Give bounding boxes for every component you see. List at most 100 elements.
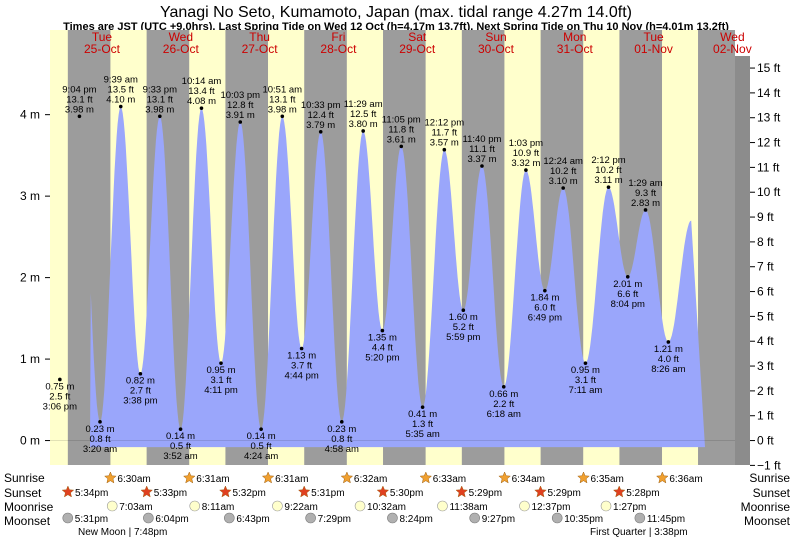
tide-label-mlabel: 3.91 m (226, 110, 255, 121)
tide-point (561, 186, 565, 190)
tide-label-ft: 0.8 ft (89, 434, 110, 445)
tide-point (625, 274, 630, 279)
tide-label-mlabel: 4.10 m (106, 95, 135, 106)
tide-point (98, 420, 102, 424)
sunrise-icon (655, 471, 669, 484)
tide-label-ft: 10.2 ft (550, 166, 577, 177)
tide-label-ft: 13.1 ft (147, 94, 174, 105)
moonrise-time: 8:11am (202, 502, 235, 513)
day-label-dow: Sun (485, 30, 506, 44)
y-tick-label-ft: 2 ft (757, 384, 774, 398)
tide-label-mlabel: 1.21 m (654, 344, 683, 355)
tide-point (339, 420, 344, 424)
moonrise-icon (519, 500, 530, 512)
tide-label-ft: 10.2 ft (595, 165, 622, 176)
sunrise-time: 6:30am (117, 474, 150, 485)
moonset-time: 7:29pm (318, 514, 351, 525)
tide-label-ft: 5.2 ft (453, 322, 474, 333)
tide-label-mlabel: 0.23 m (327, 424, 356, 435)
tide-point (583, 361, 588, 365)
day-label-date: 30-Oct (478, 42, 515, 56)
tide-label-time: 9:04 pm (62, 84, 96, 95)
day-label-date: 26-Oct (163, 42, 200, 56)
day-labels: Tue25-OctWed26-OctThu27-OctFri28-OctSat2… (84, 30, 752, 56)
row-label-sunset: Sunset (4, 486, 42, 500)
sunrise-time: 6:31am (196, 474, 229, 485)
tide-label-ft: 2.2 ft (493, 399, 514, 410)
day-label-dow: Thu (249, 30, 270, 44)
tide-label-time: 11:05 pm (382, 114, 421, 125)
tide-label-ft: 4.4 ft (372, 343, 393, 354)
tide-label-time: 3:52 am (163, 451, 197, 462)
tide-label-mlabel: 3.11 m (594, 175, 622, 186)
tide-label-mlabel: 3.57 m (430, 138, 459, 149)
day-label-date: 27-Oct (242, 42, 279, 56)
tide-label-ft: 2.5 ft (49, 391, 70, 402)
day-label-date: 02-Nov (713, 42, 752, 56)
tide-label-time: 6:18 am (487, 409, 521, 420)
moonset-icon (551, 512, 563, 524)
tide-label-time: 10:03 pm (220, 90, 260, 101)
sunrise-time: 6:34am (512, 474, 545, 485)
tide-label-mlabel: 0.23 m (85, 424, 114, 435)
y-axis-metres: 4 m 3 m 2 m 1 m 0 m (20, 108, 50, 448)
moonset-icon (143, 512, 154, 524)
tide-label-time: 11:40 pm (463, 134, 502, 145)
tide-label-time: 8:04 pm (611, 299, 645, 310)
tide-label-ft: 0.5 ft (170, 441, 191, 452)
y-tick-label-ft: 13 ft (757, 111, 781, 125)
tide-label-mlabel: 0.75 m (45, 381, 74, 392)
y-tick-label-ft: 14 ft (757, 86, 781, 100)
tide-point (420, 405, 425, 409)
tide-area (90, 106, 705, 448)
sunset-icon (61, 485, 75, 498)
moonrise-icon (189, 500, 201, 512)
moonrise-time: 11:38am (449, 502, 487, 513)
y-tick-label-m: 2 m (20, 271, 40, 285)
tide-label-mlabel: 2.83 m (631, 198, 660, 209)
tide-label-ft: 1.3 ft (412, 419, 433, 430)
moonrise-time: 12:37pm (531, 502, 570, 513)
tide-label-ft: 4.0 ft (658, 354, 679, 365)
tide-label-time: 1:29 am (628, 178, 662, 189)
tide-label-mlabel: 3.98 m (65, 104, 94, 115)
moonrise-icon (106, 500, 118, 512)
tide-point (280, 114, 285, 119)
tide-point (399, 144, 404, 149)
night-band (67, 30, 111, 465)
moonrise-time: 7:03am (119, 502, 152, 513)
tide-label-time: 1:03 pm (509, 138, 543, 149)
moonset-icon (224, 512, 235, 524)
tide-label-time: 5:20 pm (365, 353, 399, 364)
moonset-icon (62, 512, 74, 524)
tide-label-mlabel: 3.98 m (145, 104, 174, 115)
sunrise-time: 6:31am (275, 474, 308, 485)
y-tick-label-ft: 5 ft (757, 309, 774, 323)
sunrise-icon (182, 471, 196, 484)
moonset-time: 10:35pm (564, 514, 603, 525)
day-label-date: 28-Oct (320, 42, 357, 56)
moonrise-time: 1:27pm (613, 502, 646, 513)
tide-label-mlabel: 3.61 m (387, 134, 416, 145)
tide-label-mlabel: 0.95 m (206, 365, 235, 376)
tide-label-mlabel: 0.14 m (166, 431, 195, 442)
tide-label-mlabel: 2.01 m (613, 279, 642, 290)
tide-label-ft: 3.7 ft (291, 360, 312, 371)
tide-label-time: 4:24 am (244, 451, 278, 462)
day-label-date: 31-Oct (557, 42, 594, 56)
row-label-right-moonrise: Moonrise (741, 500, 791, 514)
tide-label-mlabel: 3.32 m (511, 158, 540, 169)
tide-point (138, 371, 143, 376)
tide-label-mlabel: 0.14 m (247, 431, 276, 442)
tide-label-time: 6:49 pm (528, 313, 562, 324)
tide-label-ft: 3.1 ft (210, 375, 231, 386)
y-tick-label-ft: 6 ft (757, 285, 774, 299)
tide-label-mlabel: 0.82 m (126, 376, 155, 387)
sunset-time: 5:30pm (390, 488, 423, 499)
moonrise-icon (272, 500, 283, 512)
tide-label-ft: 11.7 ft (431, 128, 457, 139)
sunset-time: 5:32pm (232, 488, 265, 499)
tide-label-time: 2:12 pm (591, 155, 625, 166)
day-label-dow: Sat (408, 30, 427, 44)
